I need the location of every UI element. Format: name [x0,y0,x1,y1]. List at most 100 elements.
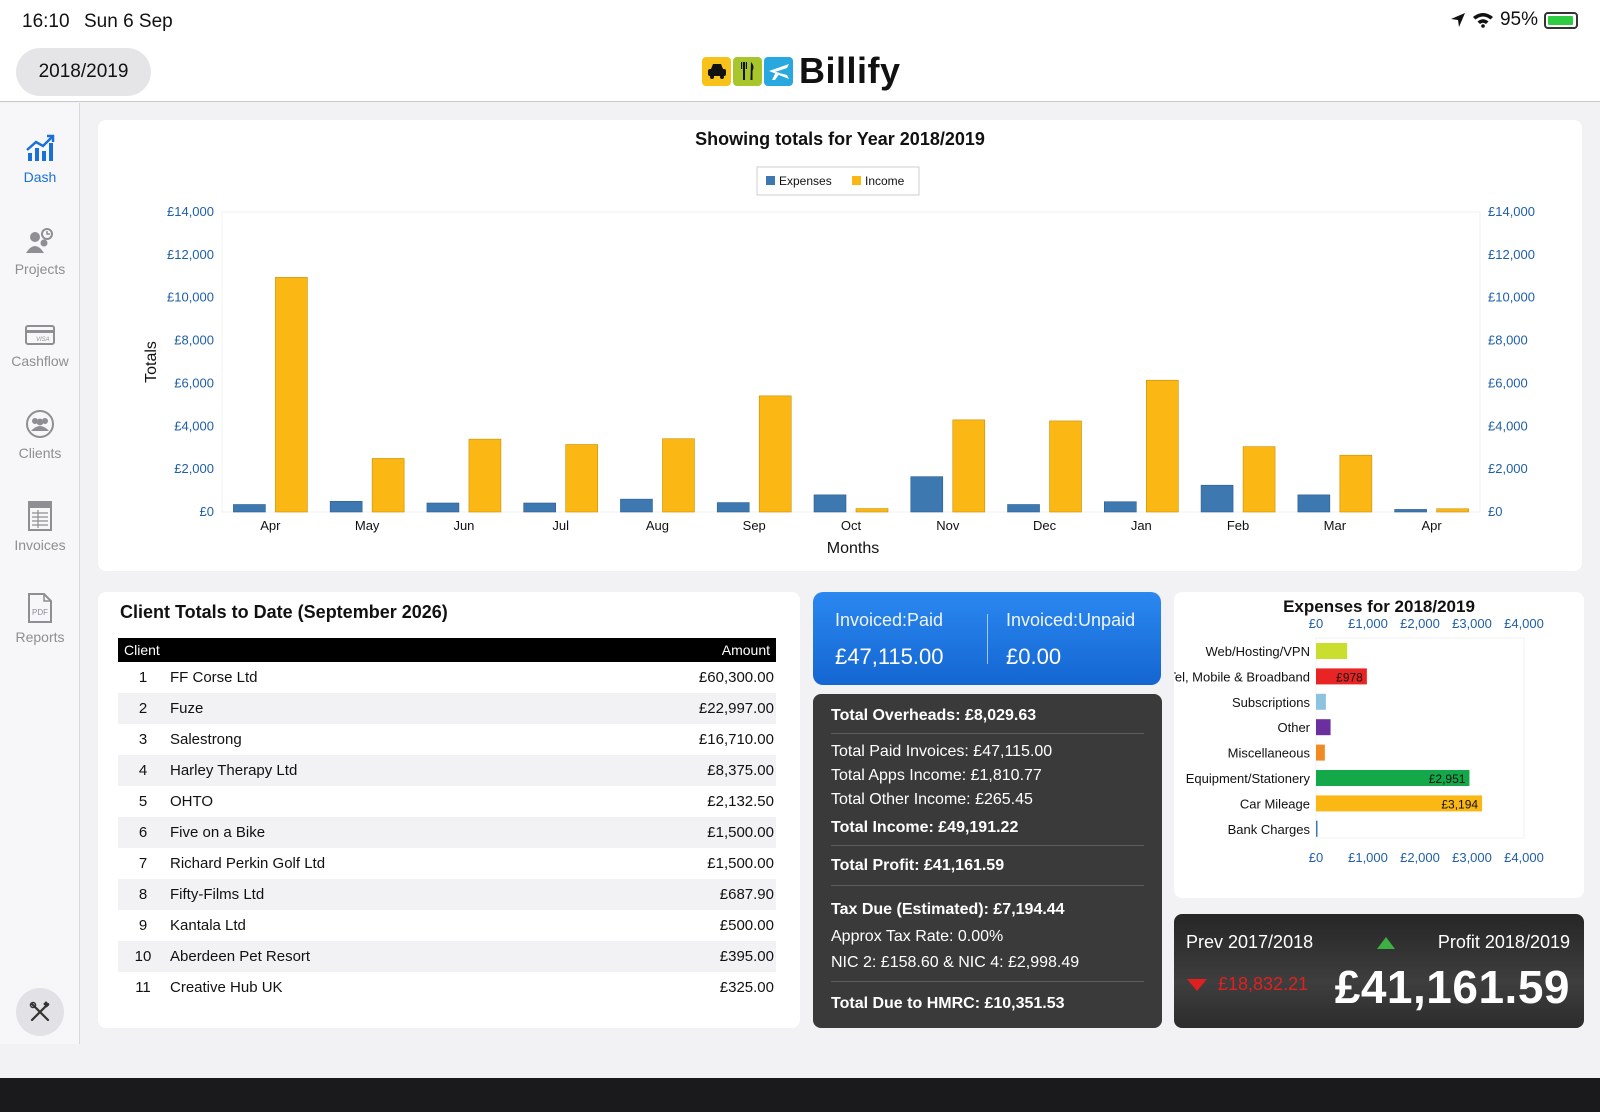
plot-area [1315,637,1525,839]
tools-icon [29,1001,50,1022]
client-amount: £16,710.00 [698,731,774,748]
svg-text:VISA: VISA [36,337,50,343]
y-tick-label-right: £10,000 [1488,290,1535,305]
chart-icon [26,134,55,161]
y-tick-label-right: £14,000 [1488,204,1535,219]
client-amount: £395.00 [719,948,774,965]
group-icon [26,410,54,438]
y-tick-label-left: £10,000 [167,290,214,305]
expense-bar [1316,820,1318,837]
table-row[interactable]: 10 Aberdeen Pet Resort £395.00 [118,941,776,972]
category-label: Web/Hosting/VPN [1205,644,1310,659]
table-row[interactable]: 7 Richard Perkin Golf Ltd £1,500.00 [118,848,776,879]
table-row[interactable]: 3 Salestrong £16,710.00 [118,724,776,755]
sidebar-item-dash[interactable]: Dash [0,123,80,185]
bar-income [662,438,695,513]
legend-box [756,166,920,196]
row-number: 10 [134,948,152,965]
bar-expenses [716,502,750,513]
client-amount: £2,132.50 [707,793,774,810]
table-header: Client Amount [118,638,776,662]
x-tick-label: Apr [1421,518,1442,533]
bar-income [371,458,405,513]
battery-level [1548,15,1573,25]
expense-bar [1316,668,1367,685]
x-tick-label: Jan [1131,518,1152,533]
bar-value-label: £3,194 [1441,797,1478,811]
x-tick-label-bottom: £4,000 [1504,850,1544,865]
y-tick-label-right: £2,000 [1488,461,1528,476]
prev-year-label: Prev 2017/2018 [1186,932,1314,952]
client-name: Creative Hub UK [170,979,283,996]
table-row[interactable]: 1 FF Corse Ltd £60,300.00 [118,662,776,693]
table-row[interactable]: 9 Kantala Ltd £500.00 [118,910,776,941]
bar-expenses [426,502,460,513]
table-row[interactable]: 8 Fifty-Films Ltd £687.90 [118,879,776,910]
tools-button[interactable] [16,988,64,1036]
bar-income [952,419,986,513]
client-name: Kantala Ltd [170,917,246,934]
client-totals-table: Client Amount 1 FF Corse Ltd £60,300.00 2 Fu… [118,638,776,1003]
x-tick-label: May [355,518,380,533]
sidebar: Dash Projects VISA Cashflow Clients Invo… [0,103,80,1044]
bar-expenses [233,504,266,513]
x-tick-label-top: £0 [1309,616,1323,631]
expense-bar [1316,719,1331,736]
prev-year-profit: £18,832.21 [1218,974,1309,994]
sidebar-item-clients[interactable]: Clients [0,399,80,461]
client-name: Five on a Bike [170,824,266,841]
sidebar-item-reports[interactable]: PDF Reports [0,583,80,645]
bar-income [758,395,792,513]
sidebar-item-label: Dash [23,169,57,185]
row-number: 5 [138,793,148,810]
x-tick-label: Jun [453,518,474,533]
x-tick-label: Apr [260,518,281,533]
expense-bar [1316,770,1470,786]
table-row[interactable]: 2 Fuze £22,997.00 [118,693,776,724]
expenses-chart-card: Expenses for 2018/2019 £0 £0 £1,000 £1,000 £2… [1174,592,1584,898]
y-tick-label-left: £8,000 [174,333,214,348]
client-rows: 1 FF Corse Ltd £60,300.00 2 Fuze £22,997.00 3 S… [118,662,776,1003]
status-indicators: 95% [1450,9,1578,31]
x-tick-label: Nov [936,518,960,533]
table-row[interactable]: 6 Five on a Bike £1,500.00 [118,817,776,848]
current-year-profit: £41,161.59 [1334,961,1570,1013]
invoiced-unpaid-label: Invoiced:Unpaid [1006,610,1136,630]
bar-income [1049,420,1082,513]
client-amount: £500.00 [719,917,774,934]
client-name: Harley Therapy Ltd [170,762,298,779]
cutlery-icon [733,56,762,86]
table-row[interactable]: 4 Harley Therapy Ltd £8,375.00 [118,755,776,786]
y-tick-label-right: £0 [1488,504,1502,519]
x-tick-label-bottom: £2,000 [1400,850,1440,865]
year-selector-button[interactable]: 2018/2019 [16,48,151,96]
sidebar-item-invoices[interactable]: Invoices [0,491,80,553]
x-tick-label: Dec [1033,518,1057,533]
total-due-hmrc: Total Due to HMRC: £10,351.53 [831,995,1065,1012]
amount-column-header: Amount [721,642,770,658]
battery-percent: 95% [1499,9,1538,30]
table-row[interactable]: 5 OHTO £2,132.50 [118,786,776,817]
x-tick-label: Oct [841,518,862,533]
table-row[interactable]: 11 Creative Hub UK £325.00 [118,972,776,1003]
invoiced-card[interactable]: Invoiced:Paid £47,115.00 Invoiced:Unpaid… [813,592,1161,685]
bar-expenses [1104,501,1137,513]
x-axis-label: Months [827,540,879,557]
total-apps-income: Total Apps Income: £1,810.77 [831,767,1042,784]
bar-expenses [1394,509,1427,513]
total-paid-invoices: Total Paid Invoices: £47,115.00 [831,743,1053,760]
y-tick-label-left: £2,000 [174,461,214,476]
client-name: OHTO [170,793,214,810]
bar-income [1339,454,1373,513]
row-number: 7 [138,855,148,872]
y-tick-label-right: £4,000 [1488,418,1528,433]
bar-value-label: £2,951 [1429,772,1466,786]
sidebar-item-cashflow[interactable]: VISA Cashflow [0,307,80,369]
expenses-chart: Expenses for 2018/2019£0£0£1,000£1,000£2… [1174,597,1544,865]
credit-card-icon: VISA [25,325,55,345]
legend-label: Expenses [779,174,832,188]
wifi-icon [1472,13,1493,28]
category-label: Other [1277,720,1310,735]
row-number: 4 [138,762,148,779]
sidebar-item-projects[interactable]: Projects [0,215,80,277]
